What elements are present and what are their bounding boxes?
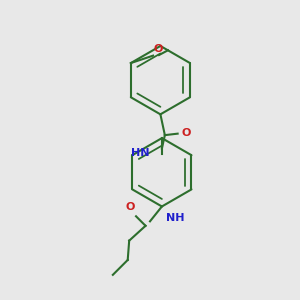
- Text: O: O: [181, 128, 190, 138]
- Text: HN: HN: [131, 148, 150, 158]
- Text: NH: NH: [166, 213, 185, 223]
- Text: O: O: [125, 202, 135, 212]
- Text: O: O: [154, 44, 163, 54]
